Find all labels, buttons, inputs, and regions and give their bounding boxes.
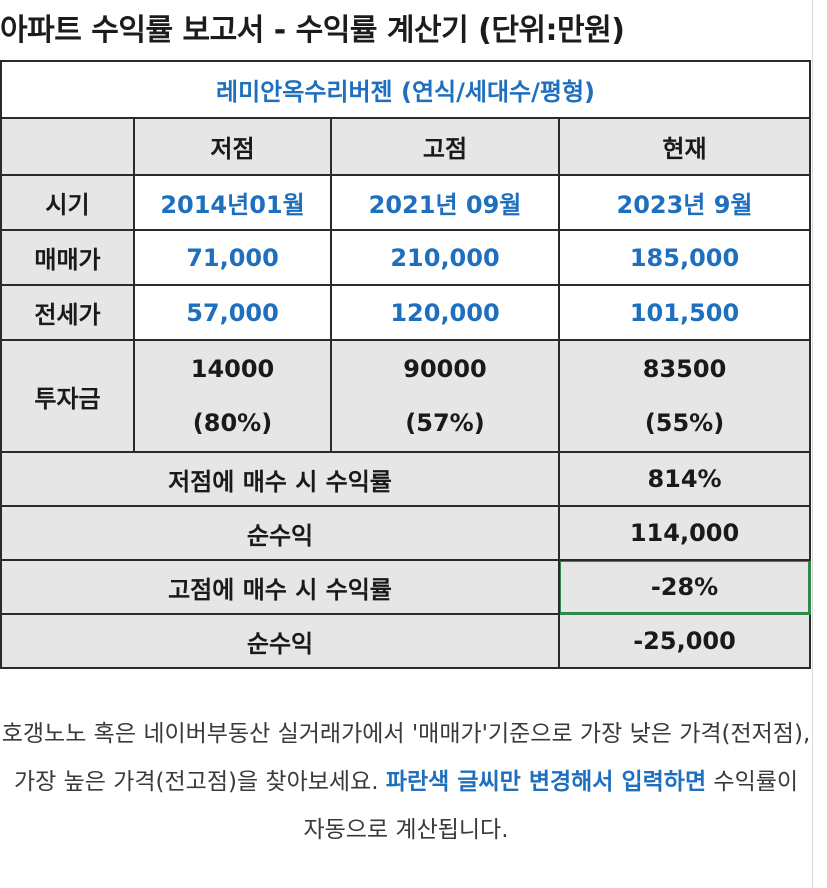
- period-low-cell[interactable]: 2014년01월: [133, 174, 332, 231]
- jeonse-price-high-cell[interactable]: 120,000: [330, 284, 560, 341]
- row-label-investment: 투자금: [0, 339, 135, 453]
- row-label-jeonse-price: 전세가: [0, 284, 135, 341]
- investment-high-cell[interactable]: 90000 (57%): [330, 339, 560, 453]
- investment-low-ratio: (80%): [192, 409, 273, 437]
- investment-low-cell[interactable]: 14000 (80%): [133, 339, 332, 453]
- row-label-period: 시기: [0, 174, 135, 231]
- investment-low-amount: 14000: [190, 355, 275, 383]
- instruction-note: 호갱노노 혹은 네이버부동산 실거래가에서 '매매가'기준으로 가장 낮은 가격…: [0, 710, 812, 854]
- instruction-text-2: 수익률이 자동으로 계산됩니다.: [303, 769, 799, 843]
- instruction-text-1: 호갱노노 혹은 네이버부동산 실거래가에서 '매매가'기준으로 가장 낮은 가격…: [1, 721, 811, 795]
- investment-current-cell[interactable]: 83500 (55%): [557, 339, 812, 453]
- period-current-cell[interactable]: 2023년 9월: [557, 174, 812, 231]
- instruction-highlight: 파란색 글씨만 변경해서 입력하면: [385, 769, 707, 795]
- header-high: 고점: [330, 117, 560, 176]
- high-return-label: 고점에 매수 시 수익률: [0, 559, 560, 615]
- investment-current-ratio: (55%): [644, 409, 725, 437]
- header-corner-cell: [0, 117, 135, 176]
- high-return-value-cell[interactable]: -28%: [557, 559, 812, 615]
- low-profit-value-cell[interactable]: 114,000: [557, 505, 812, 561]
- header-low: 저점: [133, 117, 332, 176]
- header-current: 현재: [557, 117, 812, 176]
- investment-high-amount: 90000: [403, 355, 487, 383]
- high-profit-label: 순수익: [0, 613, 560, 669]
- investment-high-ratio: (57%): [405, 409, 485, 437]
- apartment-name-cell[interactable]: 레미안옥수리버젠 (연식/세대수/평형): [0, 60, 812, 119]
- low-return-value-cell[interactable]: 814%: [557, 451, 812, 507]
- investment-current-amount: 83500: [642, 355, 727, 383]
- low-profit-label: 순수익: [0, 505, 560, 561]
- sheet-gridline: [812, 0, 813, 888]
- page-title: 아파트 수익률 보고서 - 수익률 계산기 (단위:만원): [0, 13, 625, 48]
- return-calculator-table: 레미안옥수리버젠 (연식/세대수/평형) 저점 고점 현재 시기 2014년01…: [0, 60, 812, 669]
- period-high-cell[interactable]: 2021년 09월: [330, 174, 560, 231]
- jeonse-price-current-cell[interactable]: 101,500: [557, 284, 812, 341]
- jeonse-price-low-cell[interactable]: 57,000: [133, 284, 332, 341]
- high-profit-value-cell[interactable]: -25,000: [557, 613, 812, 669]
- sale-price-current-cell[interactable]: 185,000: [557, 229, 812, 286]
- sale-price-low-cell[interactable]: 71,000: [133, 229, 332, 286]
- sale-price-high-cell[interactable]: 210,000: [330, 229, 560, 286]
- low-return-label: 저점에 매수 시 수익률: [0, 451, 560, 507]
- row-label-sale-price: 매매가: [0, 229, 135, 286]
